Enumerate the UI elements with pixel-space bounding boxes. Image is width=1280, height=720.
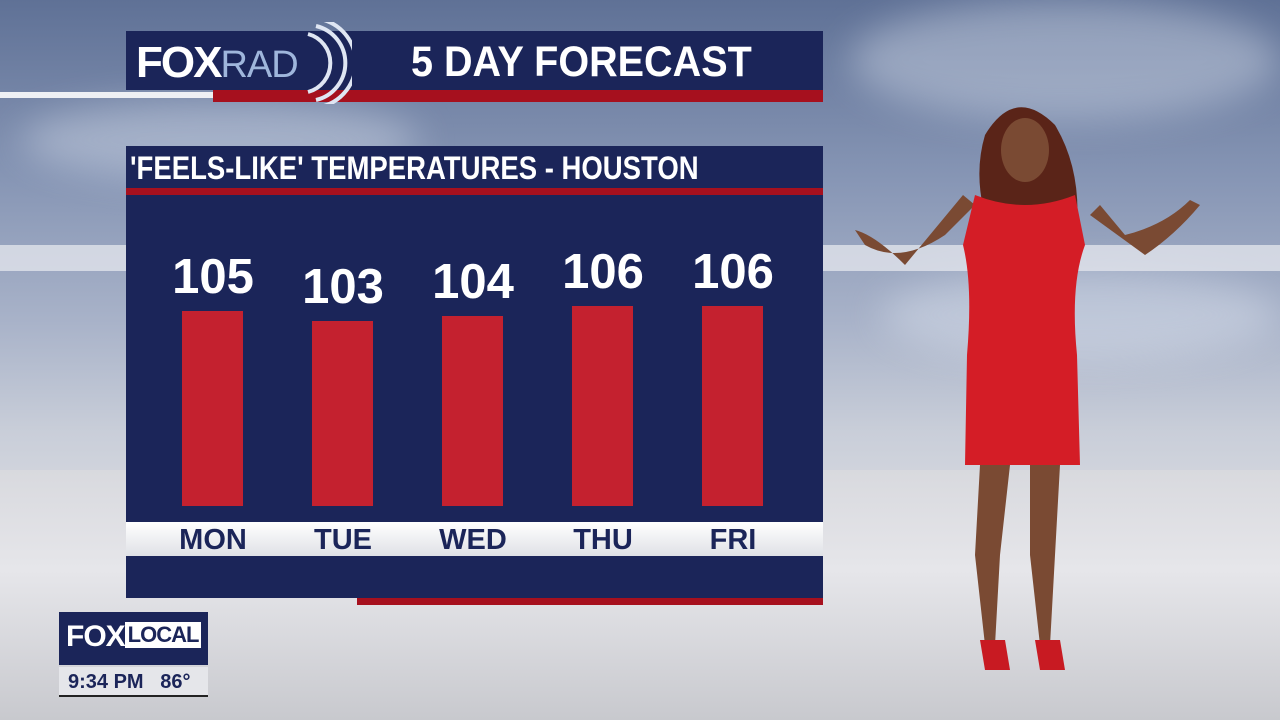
radar-rings-icon (307, 22, 352, 104)
fox-local-logo: FOX LOCAL (66, 620, 202, 654)
bar-mon (182, 311, 243, 506)
foxrad-logo: FOXRAD (136, 38, 299, 88)
subtitle-red-stripe (126, 188, 823, 195)
panel-red-stripe (357, 598, 823, 605)
day-label-strip (126, 522, 823, 556)
bar-fri (702, 306, 763, 506)
data-label: 104 (432, 255, 514, 309)
background-cloud (850, 0, 1280, 120)
presenter (855, 107, 1200, 670)
day-label: WED (439, 524, 507, 556)
bar-tue (312, 321, 373, 506)
data-label: 106 (562, 245, 644, 299)
day-label: FRI (709, 524, 757, 556)
header-white-line (0, 92, 213, 98)
bar-wed (442, 316, 503, 506)
chart-title: 'FEELS-LIKE' TEMPERATURES - HOUSTON (130, 150, 699, 186)
logo-rad: RAD (220, 44, 298, 86)
background-cloud (880, 270, 1280, 360)
day-label: TUE (314, 524, 372, 556)
bug-logo-fox: FOX (66, 620, 126, 653)
header-bar (126, 31, 823, 90)
data-label: 105 (172, 250, 254, 304)
current-temp: 86° (160, 671, 191, 693)
bar-thu (572, 306, 633, 506)
data-label: 106 (692, 245, 774, 299)
header-red-stripe (213, 90, 823, 102)
bug-logo-local: LOCAL (124, 622, 202, 648)
day-label: THU (573, 524, 633, 556)
time-temp-readout: 9:34 PM 86° (59, 667, 208, 697)
current-time: 9:34 PM (68, 671, 144, 693)
logo-fox: FOX (136, 38, 222, 87)
data-label: 103 (302, 260, 384, 314)
day-label: MON (179, 524, 247, 556)
page-title: 5 DAY FORECAST (411, 38, 752, 86)
